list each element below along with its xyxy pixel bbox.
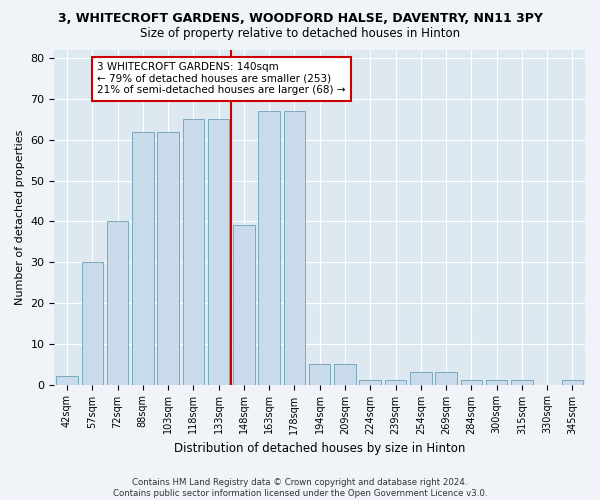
- Bar: [309, 364, 331, 384]
- Bar: [107, 222, 128, 384]
- Bar: [410, 372, 431, 384]
- Text: Size of property relative to detached houses in Hinton: Size of property relative to detached ho…: [140, 28, 460, 40]
- Bar: [82, 262, 103, 384]
- Bar: [233, 226, 254, 384]
- Bar: [486, 380, 508, 384]
- Text: Contains HM Land Registry data © Crown copyright and database right 2024.
Contai: Contains HM Land Registry data © Crown c…: [113, 478, 487, 498]
- Y-axis label: Number of detached properties: Number of detached properties: [15, 130, 25, 305]
- Bar: [562, 380, 583, 384]
- Bar: [132, 132, 154, 384]
- Bar: [182, 120, 204, 384]
- Bar: [359, 380, 381, 384]
- Text: 3, WHITECROFT GARDENS, WOODFORD HALSE, DAVENTRY, NN11 3PY: 3, WHITECROFT GARDENS, WOODFORD HALSE, D…: [58, 12, 542, 26]
- Bar: [259, 111, 280, 384]
- Bar: [208, 120, 229, 384]
- Bar: [56, 376, 78, 384]
- Text: 3 WHITECROFT GARDENS: 140sqm
← 79% of detached houses are smaller (253)
21% of s: 3 WHITECROFT GARDENS: 140sqm ← 79% of de…: [97, 62, 346, 96]
- Bar: [385, 380, 406, 384]
- Bar: [435, 372, 457, 384]
- Bar: [511, 380, 533, 384]
- Bar: [284, 111, 305, 384]
- Bar: [461, 380, 482, 384]
- Bar: [334, 364, 356, 384]
- X-axis label: Distribution of detached houses by size in Hinton: Distribution of detached houses by size …: [174, 442, 466, 455]
- Bar: [157, 132, 179, 384]
